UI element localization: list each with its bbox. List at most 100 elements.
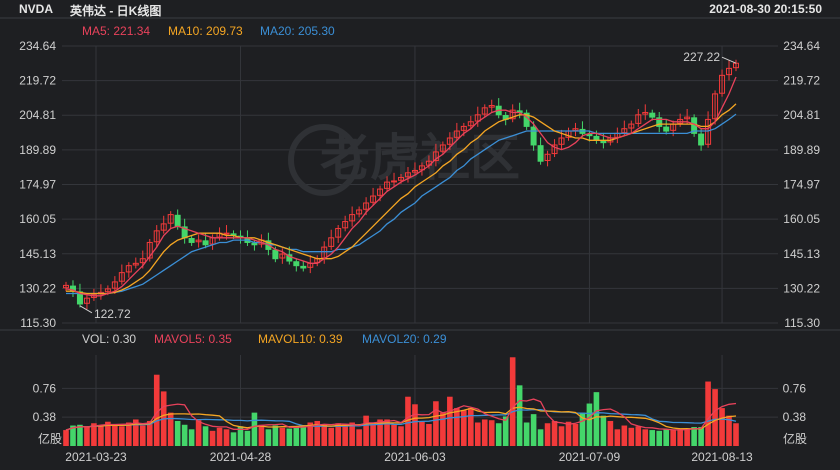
volume-bar: [426, 424, 432, 446]
volume-bar: [474, 422, 481, 446]
volume-bar: [530, 414, 537, 446]
volume-bar: [614, 429, 621, 446]
volume-bar: [84, 427, 90, 446]
legend-vol-3: MAVOL20: 0.29: [362, 332, 447, 346]
candle-body: [202, 240, 209, 246]
low-annotation: 122.72: [94, 307, 131, 321]
candle-body: [488, 105, 495, 108]
legend-vol-0: VOL: 0.30: [82, 332, 136, 346]
price-tick-right: 145.13: [783, 247, 820, 261]
candle-body: [551, 144, 558, 155]
volume-bar: [488, 420, 495, 446]
volume-bar: [523, 422, 530, 446]
volume-bar: [202, 426, 209, 446]
volume-bar: [642, 429, 649, 446]
volume-bar: [544, 423, 551, 446]
high-annotation-leader: [721, 56, 737, 64]
volume-bar: [537, 429, 544, 446]
candle-body: [530, 126, 537, 146]
candle-body: [404, 172, 411, 178]
volume-bar: [293, 426, 300, 446]
stock-name-title: 英伟达 - 日K线图: [70, 4, 162, 18]
high-annotation: 227.22: [683, 50, 720, 64]
volume-bar: [356, 429, 362, 446]
volume-bar: [363, 415, 369, 446]
volume-bar: [300, 427, 307, 446]
volume-bar: [509, 357, 516, 446]
price-tick-left: 189.89: [19, 143, 56, 157]
candle-body: [279, 253, 286, 259]
volume-bar: [572, 424, 579, 446]
volume-bar: [467, 408, 474, 446]
candle-body: [223, 232, 230, 235]
price-tick-right: 160.05: [783, 212, 820, 226]
volume-bar: [447, 396, 453, 446]
volume-bar: [119, 426, 125, 446]
volume-unit-right: 亿股: [783, 431, 807, 446]
price-tick-right: 234.64: [783, 39, 820, 53]
volume-bar: [195, 420, 202, 446]
price-tick-left: 115.30: [20, 316, 56, 330]
x-tick-label: 2021-07-09: [559, 450, 621, 464]
volume-bar: [656, 430, 663, 446]
volume-bar: [63, 430, 69, 446]
datetime-label: 2021-08-30 20:15:50: [709, 2, 822, 16]
volume-bar: [279, 427, 286, 446]
candle-body: [174, 214, 181, 227]
candle-body: [712, 93, 719, 120]
candle-body: [293, 261, 300, 267]
volume-bar: [321, 424, 328, 446]
volume-bar: [670, 430, 676, 446]
candle-body: [628, 123, 635, 129]
volume-bar: [726, 415, 732, 446]
volume-bar: [174, 420, 181, 446]
candle-body: [83, 297, 90, 304]
candle-body: [635, 114, 642, 124]
x-tick-label: 2021-03-23: [65, 450, 127, 464]
x-tick-label: 2021-06-03: [384, 450, 446, 464]
price-tick-left: 234.64: [19, 39, 56, 53]
candle-body: [600, 140, 607, 144]
candle-body: [188, 238, 195, 243]
volume-bar: [454, 408, 460, 446]
volume-bar: [607, 420, 614, 446]
ma5-line: [65, 76, 737, 297]
volume-bar: [70, 425, 76, 446]
candle-body: [335, 228, 342, 238]
volume-tick-left: 0.38: [33, 410, 57, 424]
candle-body: [272, 249, 279, 260]
volume-bar: [146, 420, 153, 446]
volume-bar: [314, 420, 321, 446]
volume-bar: [216, 427, 223, 446]
volume-bar: [91, 423, 97, 446]
candle-body: [384, 181, 391, 189]
candle-body: [251, 242, 258, 246]
volume-bar: [579, 412, 586, 446]
volume-bar: [712, 389, 718, 446]
candle-body: [572, 128, 579, 131]
candle-body: [411, 170, 418, 173]
volume-bar: [335, 423, 341, 446]
volume-bar: [188, 429, 195, 446]
candle-body: [642, 111, 649, 115]
volume-bar: [558, 426, 565, 446]
volume-bar: [139, 425, 146, 446]
volume-bar: [433, 401, 439, 446]
volume-bar: [181, 424, 188, 446]
candle-body: [398, 176, 404, 181]
volume-bar: [167, 412, 174, 446]
candle-body: [705, 118, 712, 145]
candle-body: [118, 272, 125, 282]
legend-vol-2: MAVOL10: 0.39: [258, 332, 343, 346]
volume-bar: [244, 430, 251, 446]
volume-bar: [237, 426, 244, 446]
volume-bar: [398, 426, 404, 446]
candle-body: [537, 145, 544, 162]
candle-body: [726, 67, 733, 76]
candle-body: [300, 265, 307, 269]
volume-bar: [132, 419, 139, 446]
volume-bar: [251, 412, 258, 446]
volume-bar: [391, 424, 397, 446]
candle-body: [104, 288, 111, 293]
